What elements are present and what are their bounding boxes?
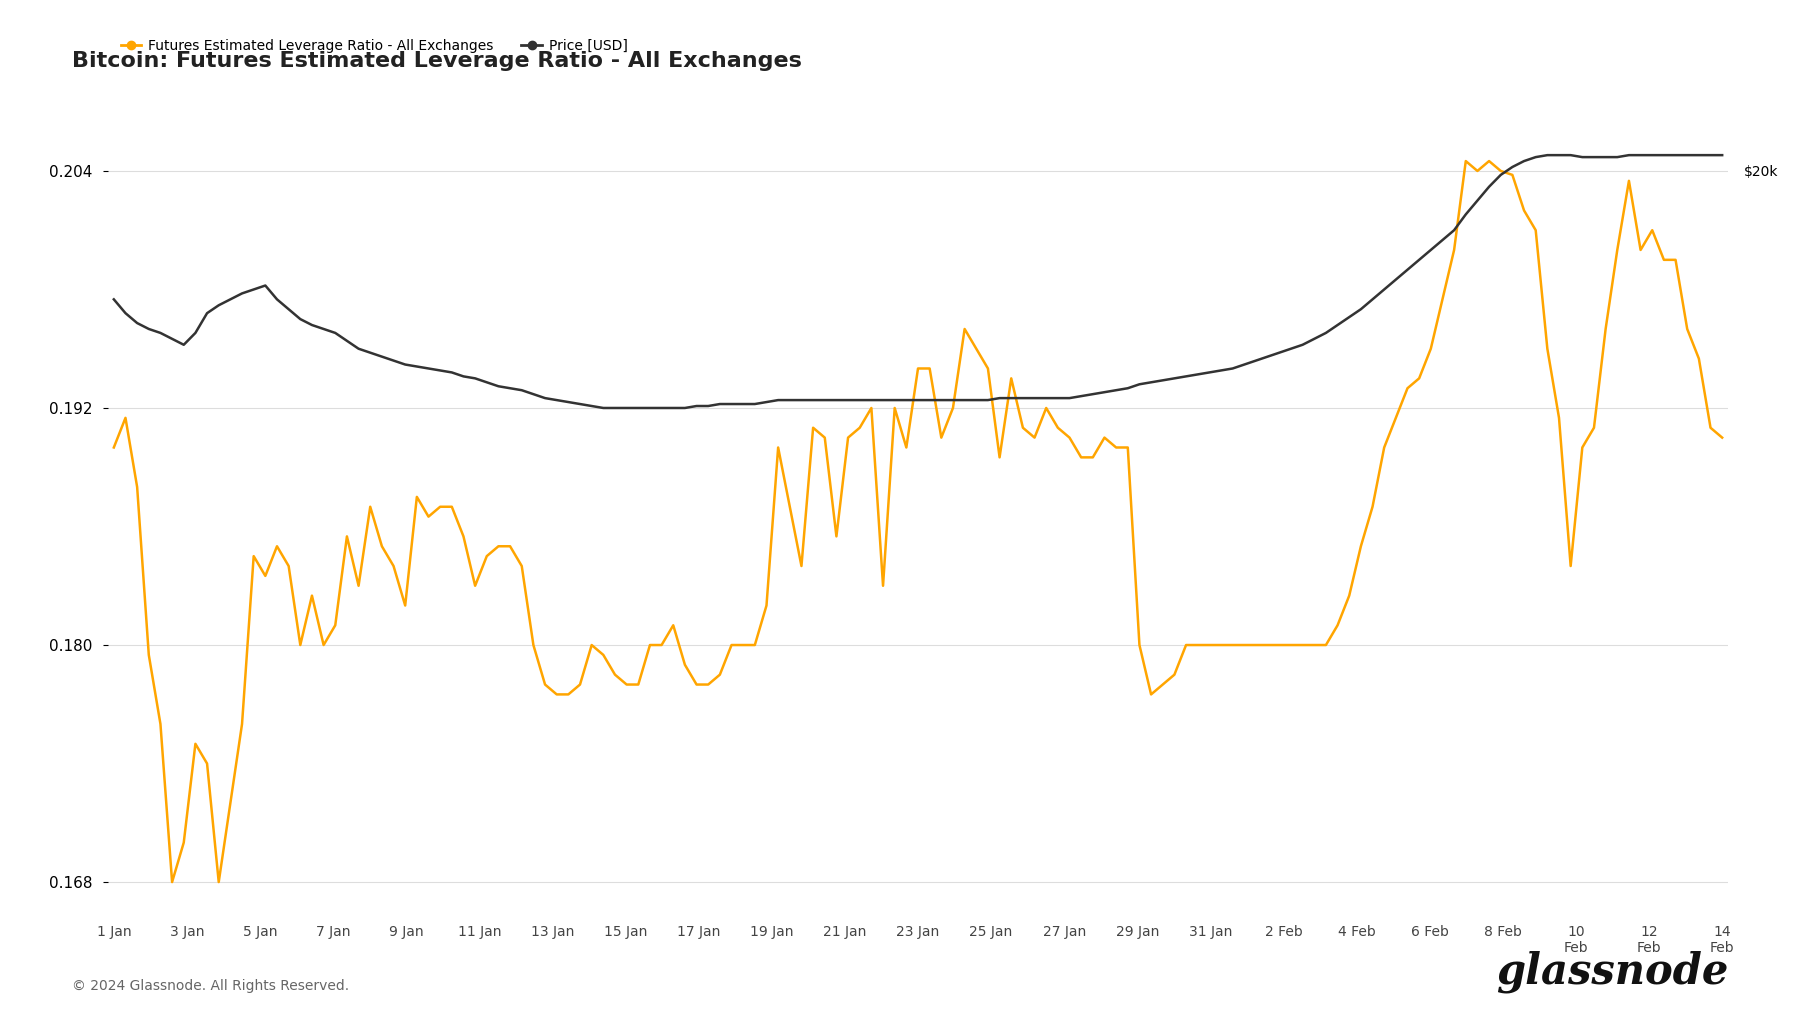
Price [USD] xyxy=(1139,376,1161,388)
Price [USD] xyxy=(1024,392,1046,404)
Futures Estimated Leverage Ratio - All Exchanges xyxy=(1712,432,1733,444)
Futures Estimated Leverage Ratio - All Exchanges xyxy=(115,411,137,423)
Price [USD] xyxy=(592,402,614,414)
Futures Estimated Leverage Ratio - All Exchanges xyxy=(1139,688,1161,700)
Price [USD] xyxy=(115,307,137,319)
Price [USD] xyxy=(954,394,976,406)
Futures Estimated Leverage Ratio - All Exchanges xyxy=(1699,421,1721,434)
Futures Estimated Leverage Ratio - All Exchanges xyxy=(954,323,976,335)
Price [USD] xyxy=(1537,149,1559,161)
Futures Estimated Leverage Ratio - All Exchanges xyxy=(1024,432,1046,444)
Text: Bitcoin: Futures Estimated Leverage Ratio - All Exchanges: Bitcoin: Futures Estimated Leverage Rati… xyxy=(72,51,801,71)
Text: glassnode: glassnode xyxy=(1496,950,1728,993)
Futures Estimated Leverage Ratio - All Exchanges xyxy=(1454,155,1476,167)
Price [USD] xyxy=(1699,149,1721,161)
Futures Estimated Leverage Ratio - All Exchanges xyxy=(162,876,184,888)
Futures Estimated Leverage Ratio - All Exchanges xyxy=(126,481,148,493)
Futures Estimated Leverage Ratio - All Exchanges xyxy=(103,442,124,454)
Price [USD] xyxy=(1712,149,1733,161)
Text: © 2024 Glassnode. All Rights Reserved.: © 2024 Glassnode. All Rights Reserved. xyxy=(72,979,349,993)
Price [USD] xyxy=(103,293,124,305)
Line: Price [USD]: Price [USD] xyxy=(113,155,1723,408)
Legend: Futures Estimated Leverage Ratio - All Exchanges, Price [USD]: Futures Estimated Leverage Ratio - All E… xyxy=(115,33,634,59)
Price [USD] xyxy=(126,317,148,329)
Line: Futures Estimated Leverage Ratio - All Exchanges: Futures Estimated Leverage Ratio - All E… xyxy=(113,161,1723,882)
